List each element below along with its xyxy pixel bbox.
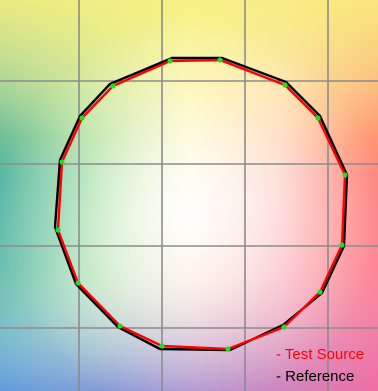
legend-reference: - Reference [276,368,354,385]
data-point-13 [55,227,61,233]
data-point-5 [342,172,348,178]
data-point-7 [317,289,323,295]
marker-layer [55,57,348,352]
data-point-4 [315,115,321,121]
data-point-15 [79,115,85,121]
legend: - Test Source - Reference [276,346,364,385]
data-point-16 [110,83,116,89]
data-point-11 [117,323,123,329]
data-point-1 [167,58,173,64]
data-point-8 [281,324,287,330]
data-point-10 [159,343,165,349]
data-point-3 [282,82,288,88]
data-point-6 [339,242,345,248]
data-point-9 [225,346,231,352]
data-point-12 [75,280,81,286]
data-point-14 [59,159,65,165]
data-point-2 [217,57,223,63]
legend-test-source: - Test Source [276,346,364,363]
